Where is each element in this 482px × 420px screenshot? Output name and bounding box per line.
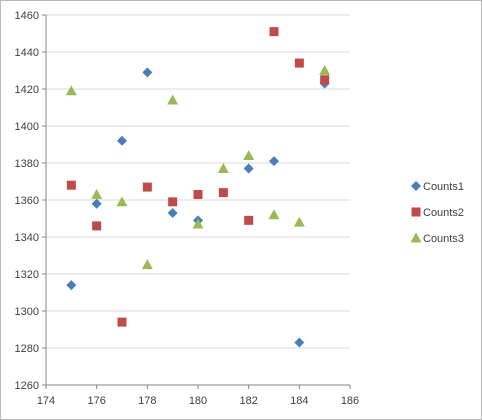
y-tick-label: 1280: [15, 343, 39, 355]
y-tick-label: 1320: [15, 269, 39, 281]
data-point-counts1: [269, 156, 279, 167]
y-tick-label: 1440: [15, 47, 39, 59]
data-point-counts2: [117, 317, 127, 327]
data-point-counts1: [66, 280, 77, 291]
x-tick-label: 180: [189, 395, 207, 407]
x-tick-label: 174: [37, 395, 55, 407]
y-tick-label: 1340: [15, 232, 39, 244]
data-point-counts3: [268, 209, 280, 220]
x-tick-label: 182: [239, 395, 257, 407]
data-point-counts3: [141, 259, 153, 270]
data-point-counts1: [142, 67, 153, 78]
data-point-counts3: [217, 163, 229, 173]
data-point-counts3: [243, 150, 255, 160]
data-point-counts2: [142, 182, 152, 192]
data-point-counts1: [294, 337, 305, 348]
y-tick-label: 1400: [15, 121, 39, 133]
data-point-counts2: [269, 27, 279, 37]
data-point-counts2: [244, 215, 254, 225]
data-point-counts3: [116, 196, 128, 207]
y-tick-label: 1260: [15, 380, 39, 392]
legend-label: Counts3: [423, 233, 464, 245]
legend-marker-counts1: [411, 181, 421, 191]
x-tick-label: 176: [87, 395, 105, 407]
y-tick-label: 1380: [15, 158, 39, 170]
legend-marker-counts3: [410, 232, 422, 243]
data-point-counts1: [167, 207, 178, 218]
data-point-counts2: [92, 221, 102, 231]
data-point-counts1: [117, 135, 127, 146]
legend-label: Counts2: [423, 207, 464, 219]
data-point-counts2: [168, 197, 178, 207]
data-point-counts1: [243, 163, 254, 174]
x-tick-label: 184: [290, 395, 308, 407]
data-point-counts2: [66, 180, 76, 190]
data-point-counts2: [320, 75, 330, 85]
y-tick-label: 1300: [15, 306, 39, 318]
data-point-counts2: [218, 188, 228, 198]
legend-marker-counts2: [411, 207, 421, 217]
y-tick-label: 1420: [15, 84, 39, 96]
y-tick-label: 1460: [15, 10, 39, 22]
x-tick-label: 186: [341, 395, 359, 407]
legend-label: Counts1: [423, 181, 464, 193]
data-point-counts3: [65, 85, 77, 96]
y-tick-label: 1360: [15, 195, 39, 207]
data-point-counts3: [192, 218, 204, 229]
data-point-counts3: [293, 216, 305, 227]
x-tick-label: 178: [138, 395, 156, 407]
data-point-counts3: [167, 94, 179, 105]
data-point-counts2: [193, 189, 203, 199]
data-point-counts2: [294, 58, 304, 68]
data-point-counts3: [91, 188, 103, 199]
data-point-counts3: [319, 65, 331, 75]
data-point-counts1: [91, 198, 102, 209]
